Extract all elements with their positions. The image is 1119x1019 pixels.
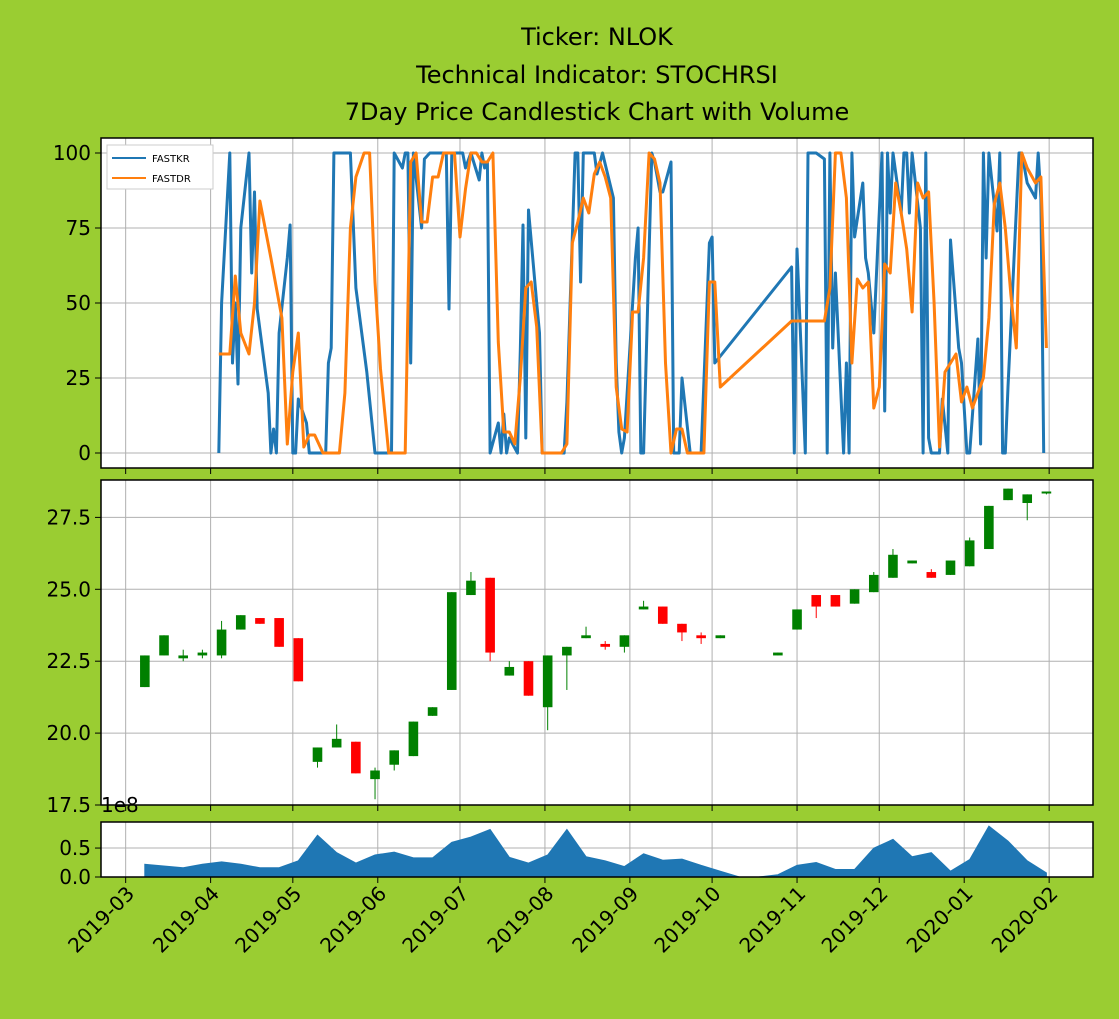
y-tick-label: 75 [66,216,91,240]
y-tick-label: 0.5 [59,836,91,860]
candle-body [542,655,553,708]
y-tick-label: 20.0 [46,721,91,745]
candle-body [657,606,668,624]
x-tick-label: 2019-10 [649,881,725,957]
y-tick-label: 50 [66,291,91,315]
candle-body [849,589,860,604]
candle-body [1003,488,1013,501]
plot-area [101,480,1093,805]
candle-body [811,595,822,607]
x-tick-label: 2019-06 [315,881,391,957]
x-tick-label: 2019-08 [482,881,558,957]
legend-label-fastkr: FASTKR [152,154,190,165]
candle-body [274,618,284,647]
candle-body [446,592,457,690]
candle-body [888,554,898,578]
candle-body [389,750,400,765]
y-tick-label: 17.5 [46,793,91,817]
candle-body [466,580,476,596]
candle-body [868,574,879,593]
plot-border [100,821,1094,878]
title-line-2: Technical Indicator: STOCHRSI [415,61,778,89]
candle-body [504,666,515,676]
legend-box [106,144,214,190]
candle-body [370,770,380,780]
x-tick-label: 2019-12 [817,881,893,957]
plot-border [100,479,1094,806]
y-tick-label: 0.0 [59,865,91,889]
x-tick-label: 2019-11 [734,881,810,957]
candle-body [773,652,783,656]
candle-body [562,646,572,656]
y-tick-label: 27.5 [46,505,91,529]
candle-body [235,615,246,630]
candle-body [408,721,419,757]
candle-body [830,595,841,607]
candle-body [140,655,150,688]
candle-body [331,738,342,748]
candle-body [638,606,649,610]
candle-body [1041,491,1052,494]
y-tick-label: 25 [66,366,91,390]
plot-border [100,137,1094,469]
candle-body [159,635,169,656]
candle-body [178,655,189,659]
x-tick-label: 2019-09 [567,881,643,957]
price-panel: 17.5 20.0 22.5 25.0 27.5 [46,479,1094,817]
candle-body [581,635,591,639]
candle-body [984,505,994,550]
candle-body [696,635,706,639]
candle-body [523,661,534,696]
candle-body [351,741,361,774]
legend: FASTKR FASTDR [106,144,214,190]
series-line-fastdr [218,151,1048,455]
x-axis: 2019-03 2019-04 2019-05 2019-06 2019-07 2019-… [63,881,1063,957]
candle-body [964,540,975,567]
candle-body [216,629,227,656]
candle-body [255,618,265,624]
candle-body [1022,494,1033,504]
indicator-panel: 0 25 50 75 100 [53,137,1094,474]
y-tick-label: 0 [78,441,91,465]
candle-body [312,747,323,762]
title-line-3: 7Day Price Candlestick Chart with Volume [345,98,850,126]
candle-body [907,560,917,564]
candle-body [485,577,495,653]
y-tick-label: 100 [53,141,91,165]
legend-label-fastdr: FASTDR [152,174,191,185]
title-line-1: Ticker: NLOK [520,23,674,51]
x-tick-label: 2020-02 [987,881,1063,957]
candle-body [792,609,802,630]
candle-body [945,560,956,575]
candle-body [715,635,726,639]
candle-body [427,707,438,716]
candle-body [600,643,611,647]
x-tick-label: 2020-01 [902,881,978,957]
y-tick-label: 22.5 [46,649,91,673]
x-tick-label: 2019-05 [230,881,306,957]
x-tick-label: 2019-04 [148,881,224,957]
candle-body [926,572,937,578]
x-tick-label: 2019-03 [63,881,139,957]
candle-body [677,623,687,633]
y-tick-label: 25.0 [46,577,91,601]
volume-offset-label: 1e8 [101,793,139,817]
candle-body [197,652,208,656]
volume-panel: 0.00.5 [59,821,1094,889]
x-tick-label: 2019-07 [397,881,473,957]
volume-area [144,825,1047,878]
candle-body [619,635,630,647]
candle-body [293,638,304,682]
